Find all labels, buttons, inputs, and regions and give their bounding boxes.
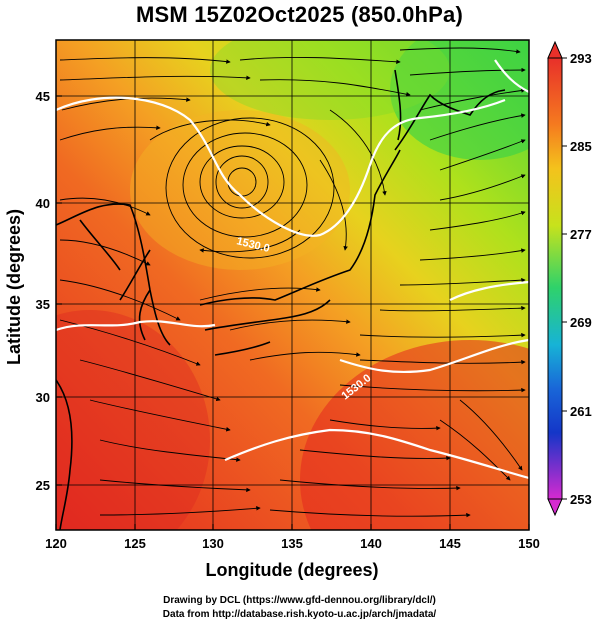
colorbar-top-arrow (547, 40, 563, 59)
y-tick-label: 25 (36, 478, 50, 493)
credit-data-source: Data from http://database.rish.kyoto-u.a… (162, 609, 437, 620)
x-tick-label: 140 (360, 536, 382, 551)
y-tick-label: 45 (36, 89, 50, 104)
colorbar-label: 261 (570, 404, 592, 419)
x-axis (55, 524, 530, 530)
x-tick-label: 120 (45, 536, 67, 551)
x-tick-label: 130 (202, 536, 224, 551)
colorbar-label: 277 (570, 227, 592, 242)
wind-streamlines (59, 47, 526, 518)
credit-drawing: Drawing by DCL (https://www.gfd-dennou.o… (163, 595, 436, 606)
x-tick-label: 135 (281, 536, 303, 551)
x-axis-title: Longitude (degrees) (205, 560, 378, 580)
x-tick-label: 145 (439, 536, 461, 551)
colorbar-label: 285 (570, 139, 592, 154)
y-axis-title: Latitude (degrees) (4, 209, 24, 365)
y-axis (56, 95, 62, 486)
colorbar-label: 269 (570, 315, 592, 330)
coastlines (56, 69, 506, 530)
colorbar (547, 40, 567, 517)
y-tick-label: 40 (36, 196, 50, 211)
lat-lon-grid (56, 40, 529, 530)
y-tick-label: 35 (36, 297, 50, 312)
chart-title: MSM 15Z02Oct2025 (850.0hPa) (136, 2, 463, 27)
x-tick-label: 125 (124, 536, 146, 551)
colorbar-label: 293 (570, 51, 592, 66)
x-tick-label: 150 (518, 536, 540, 551)
height-contours (56, 59, 529, 480)
y-tick-label: 30 (36, 390, 50, 405)
colorbar-bottom-arrow (547, 498, 563, 517)
colorbar-label: 253 (570, 492, 592, 507)
